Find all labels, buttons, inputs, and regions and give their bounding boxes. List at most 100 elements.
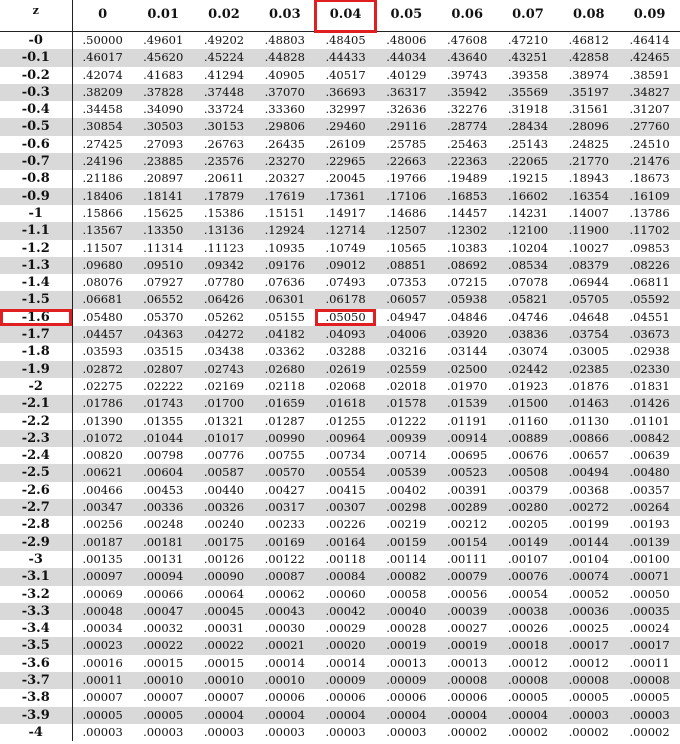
probability-cell: .00199: [568, 517, 609, 532]
z-value-cell: -0.9: [0, 187, 73, 205]
probability-cell: .17106: [375, 187, 437, 205]
probability-cell: .21476: [619, 153, 680, 171]
probability-cell: .00415: [325, 482, 366, 497]
probability-cell: .00036: [558, 602, 620, 621]
probability-cell: .25143: [507, 136, 549, 151]
probability-cell: .00587: [193, 464, 255, 482]
table-row: -3.3.00048.00047.00045.00043.00042.00040…: [0, 602, 680, 621]
probability-cell: .47608: [436, 31, 498, 50]
z-value-cell: -0.1: [0, 49, 73, 67]
probability-cell: .03593: [82, 344, 123, 359]
probability-cell: .00357: [629, 482, 670, 497]
probability-cell: .12924: [254, 222, 316, 240]
probability-cell: .00020: [315, 637, 376, 655]
table-row: -2.2 .01390 .01355 .01321 .01287 .01255 .01222…: [0, 412, 680, 430]
probability-cell: .34827: [619, 83, 680, 102]
probability-cell: .00714: [386, 448, 427, 463]
probability-cell: .00003: [264, 724, 305, 739]
probability-cell: .27760: [619, 118, 680, 136]
table-row: -0.4 .34458 .34090 .33724 .33360 .32997 .32636…: [0, 101, 680, 119]
probability-cell: .00914: [436, 429, 498, 448]
probability-cell: .00003: [558, 706, 620, 724]
probability-cell: .03288: [325, 344, 366, 359]
probability-cell: .02118: [264, 378, 305, 393]
table-row: -0.8 .21186 .20897 .20611 .20327 .20045 .19766…: [0, 170, 680, 188]
probability-cell: .03673: [619, 326, 680, 344]
probability-cell: .00939: [375, 429, 437, 448]
probability-cell: .42465: [619, 49, 680, 67]
probability-cell: .24510: [629, 136, 670, 151]
probability-cell: .31561: [568, 102, 609, 117]
probability-cell: .09680: [72, 256, 133, 275]
probability-cell: .16354: [558, 187, 620, 205]
probability-cell: .00027: [447, 621, 488, 636]
probability-cell: .35569: [497, 83, 559, 102]
probability-cell: .00007: [82, 690, 123, 705]
probability-cell: .01017: [193, 429, 255, 448]
z-value-cell: -1.7: [0, 326, 73, 344]
probability-cell: .00169: [254, 533, 316, 551]
probability-cell: .01463: [558, 395, 620, 413]
probability-cell: .00122: [264, 551, 305, 566]
probability-cell: .00074: [558, 568, 620, 586]
probability-cell: .08379: [558, 256, 620, 275]
probability-cell: .00289: [436, 499, 498, 517]
probability-cell: .00014: [325, 655, 366, 670]
probability-cell: .00159: [375, 533, 437, 551]
probability-cell: .01786: [72, 395, 133, 413]
probability-cell: .00010: [132, 671, 194, 690]
z-value-cell: -0.4: [0, 101, 73, 119]
probability-cell: .00379: [507, 482, 549, 497]
probability-cell: .02330: [619, 360, 680, 378]
column-header: 0.01: [147, 7, 180, 22]
probability-cell: .12714: [315, 222, 376, 240]
probability-cell: .00025: [568, 621, 609, 636]
probability-cell: .23885: [132, 153, 194, 171]
probability-cell: .01923: [507, 378, 549, 393]
probability-cell: .00012: [507, 655, 549, 670]
column-header-row: z 0 0.01 0.02 0.03 0.04 0.05 0.06 0.07 0.08 0.09: [0, 0, 680, 33]
probability-cell: .25785: [386, 136, 427, 151]
probability-cell: .29460: [315, 118, 376, 136]
probability-cell: .47210: [497, 31, 559, 50]
probability-cell: .01500: [497, 395, 559, 413]
probability-cell: .39358: [507, 67, 549, 82]
probability-cell: .00047: [132, 602, 194, 621]
probability-cell: .00023: [72, 637, 133, 655]
probability-cell: .00427: [264, 482, 305, 497]
probability-cell: .00048: [72, 602, 133, 621]
probability-cell: .00118: [325, 551, 366, 566]
table-row: -1.6 .05480 .05370 .05262 .05155 .05050 .04947…: [0, 308, 680, 327]
probability-cell: .00240: [203, 517, 245, 532]
probability-cell: .04648: [568, 309, 609, 324]
probability-cell: .00842: [619, 429, 680, 448]
probability-cell: .13567: [72, 222, 133, 240]
probability-cell: .06944: [568, 275, 609, 290]
probability-cell: .00011: [629, 655, 670, 670]
z-value-cell: -1.1: [0, 222, 73, 240]
probability-cell: .01743: [132, 395, 194, 413]
column-header: 0.09: [633, 7, 666, 22]
probability-cell: .31207: [629, 102, 670, 117]
probability-cell: .18943: [568, 171, 609, 186]
probability-cell: .32997: [325, 102, 366, 117]
probability-cell: .20327: [264, 171, 305, 186]
probability-cell: .06178: [315, 291, 376, 309]
probability-cell: .00175: [193, 533, 255, 551]
probability-cell: .00570: [254, 464, 316, 482]
probability-cell: .00008: [436, 671, 498, 690]
z-value-cell: -0: [0, 31, 73, 50]
probability-cell: .00440: [203, 482, 245, 497]
z-value-cell: -3.1: [0, 568, 73, 586]
probability-cell: .00798: [143, 448, 184, 463]
probability-cell: .33360: [264, 102, 305, 117]
probability-cell: .18406: [72, 187, 133, 205]
probability-cell: .00226: [325, 517, 366, 532]
probability-cell: .45620: [132, 49, 194, 67]
probability-cell: .01191: [447, 413, 488, 428]
table-row: -3.9.00005.00005.00004.00004.00004.00004…: [0, 706, 680, 724]
probability-cell: .19489: [447, 171, 488, 186]
probability-cell: .00013: [447, 655, 488, 670]
probability-cell: .00010: [193, 671, 255, 690]
probability-cell: .11123: [203, 240, 245, 255]
